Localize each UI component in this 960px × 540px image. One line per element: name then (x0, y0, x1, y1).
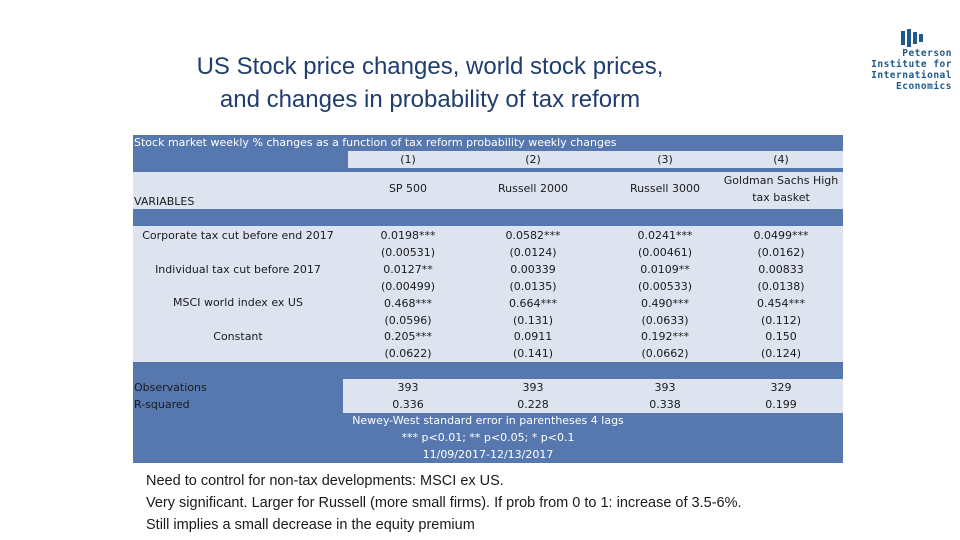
table-notes-band (133, 413, 843, 463)
logo-line-2: Institute for (871, 59, 952, 70)
observations-cell: 329 (770, 381, 792, 394)
rsquared-cell: 0.336 (392, 398, 424, 411)
table-caption: Stock market weekly % changes as a funct… (134, 136, 617, 149)
stat-cell: 0.664*** (509, 297, 557, 310)
stat-cell: (0.0124) (509, 246, 557, 259)
stat-cell: 0.0198*** (380, 229, 436, 242)
col-number-2: (2) (525, 153, 541, 166)
body-line-3: Still implies a small decrease in the eq… (146, 517, 475, 533)
stat-cell: 0.150 (765, 330, 797, 343)
table-note-significance: *** p<0.01; ** p<0.05; * p<0.1 (401, 431, 575, 444)
stat-cell: 0.205*** (384, 330, 432, 343)
rsquared-cell: 0.199 (765, 398, 797, 411)
variables-label: VARIABLES (134, 195, 195, 208)
observations-cell: 393 (522, 381, 544, 394)
row-label-msci: MSCI world index ex US (173, 296, 303, 309)
row-label-corporate: Corporate tax cut before end 2017 (142, 229, 334, 242)
stat-cell: (0.0162) (757, 246, 805, 259)
stat-cell: 0.490*** (641, 297, 689, 310)
logo-line-3: International (871, 70, 952, 81)
col-number-4: (4) (773, 153, 789, 166)
title-line-1: US Stock price changes, world stock pric… (196, 53, 664, 80)
body-line-2: Very significant. Larger for Russell (mo… (146, 495, 742, 511)
piie-logo: Peterson Institute for International Eco… (868, 28, 952, 92)
stat-cell: (0.141) (512, 347, 554, 360)
regression-table: Stock market weekly % changes as a funct… (133, 135, 843, 463)
table-band-left-1 (133, 151, 348, 168)
stat-cell: 0.468*** (384, 297, 432, 310)
col-number-3: (3) (657, 153, 673, 166)
stat-cell: 0.454*** (757, 297, 805, 310)
col-name-2: Russell 2000 (498, 182, 568, 195)
table-note-se: Newey-West standard error in parentheses… (352, 414, 624, 427)
rsquared-cell: 0.228 (517, 398, 549, 411)
rsquared-cell: 0.338 (649, 398, 681, 411)
row-label-individual: Individual tax cut before 2017 (155, 263, 321, 276)
stat-cell: 0.0127** (383, 263, 433, 276)
body-line-1: Need to control for non-tax developments… (146, 473, 504, 489)
stat-cell: 0.0499*** (753, 229, 809, 242)
stat-cell: (0.00461) (637, 246, 693, 259)
col-name-1: SP 500 (388, 182, 428, 195)
logo-mark-icon (901, 29, 923, 47)
stat-cell: 0.0582*** (505, 229, 561, 242)
table-note-dates: 11/09/2017-12/13/2017 (422, 448, 554, 461)
table-band-2 (133, 209, 843, 226)
stat-cell: 0.0241*** (637, 229, 693, 242)
stat-cell: (0.0633) (641, 314, 689, 327)
table-header-band (133, 135, 843, 151)
table-band-thin-1 (133, 168, 843, 172)
observations-cell: 393 (397, 381, 419, 394)
stat-cell: 0.0911 (513, 330, 553, 343)
stat-cell: (0.112) (760, 314, 802, 327)
title-line-2: and changes in probability of tax reform (219, 86, 641, 113)
col-number-1: (1) (400, 153, 416, 166)
observations-cell: 393 (654, 381, 676, 394)
stat-cell: (0.00531) (380, 246, 436, 259)
slide-body-text: Need to control for non-tax developments… (146, 470, 742, 536)
row-label-constant: Constant (213, 330, 263, 343)
stat-cell: 0.00833 (758, 263, 804, 276)
stat-cell: (0.00499) (380, 280, 436, 293)
stat-cell: (0.0135) (509, 280, 557, 293)
table-band-left-2 (133, 379, 343, 413)
stat-cell: 0.0109** (640, 263, 690, 276)
stat-cell: (0.124) (760, 347, 802, 360)
stat-cell: (0.0622) (384, 347, 432, 360)
table-band-3 (133, 362, 843, 379)
col-name-3: Russell 3000 (630, 182, 700, 195)
stat-cell: 0.192*** (641, 330, 689, 343)
stat-cell: (0.131) (512, 314, 554, 327)
rsquared-label: R-squared (134, 398, 190, 411)
logo-line-4: Economics (896, 81, 952, 92)
stat-cell: (0.0138) (757, 280, 805, 293)
stat-cell: 0.00339 (510, 263, 556, 276)
stat-cell: (0.00533) (637, 280, 693, 293)
stat-cell: (0.0662) (641, 347, 689, 360)
observations-label: Observations (134, 381, 207, 394)
stat-cell: (0.0596) (384, 314, 432, 327)
col-name-4: Goldman Sachs High tax basket (723, 174, 839, 204)
logo-line-1: Peterson (902, 48, 952, 59)
slide-title: US Stock price changes, world stock pric… (130, 50, 730, 116)
